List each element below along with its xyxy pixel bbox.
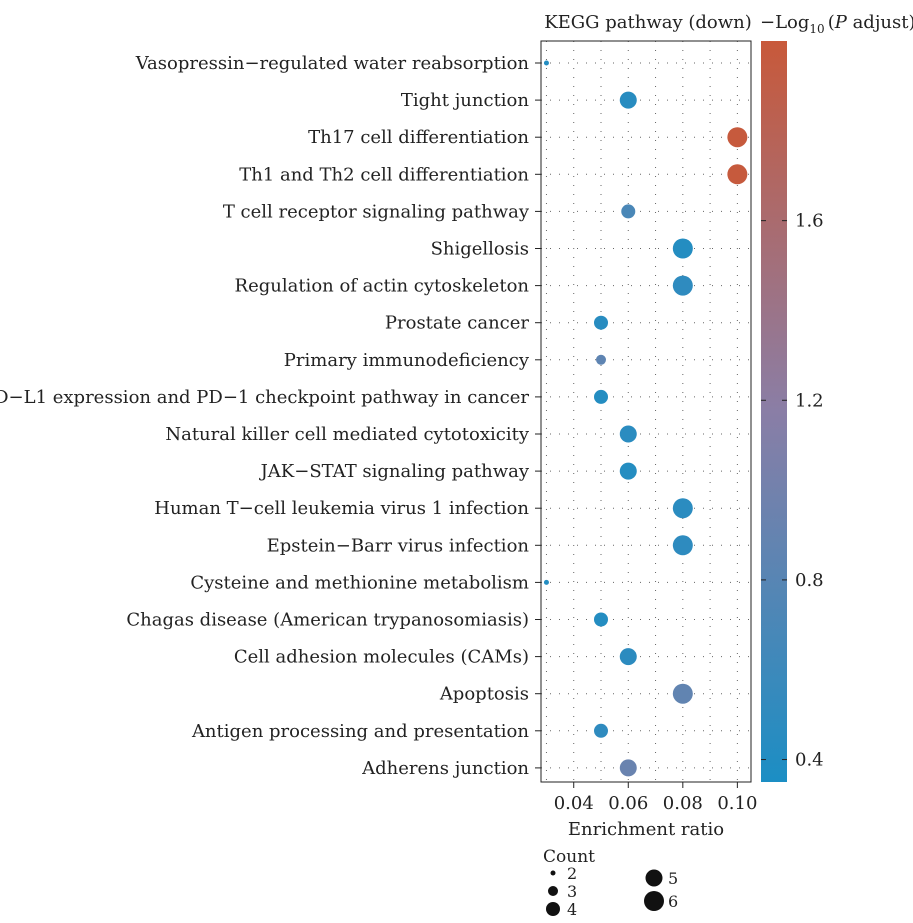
size-legend-label: 2 — [567, 864, 577, 883]
size-legend-label: 5 — [668, 869, 678, 888]
data-point — [727, 127, 748, 148]
colorbar-title: −Log10 (P adjust) — [760, 12, 913, 36]
data-point — [594, 723, 608, 738]
size-legend: Count 234 5 6 — [543, 847, 678, 919]
grid-lines — [541, 41, 751, 782]
category-label: Epstein−Barr virus infection — [267, 535, 530, 556]
colorbar-tick-label: 0.4 — [795, 750, 824, 771]
size-legend-dot — [546, 902, 560, 916]
data-point — [619, 648, 637, 666]
x-tick-label: 0.08 — [663, 793, 703, 814]
x-tick-label: 0.06 — [608, 793, 648, 814]
colorbar: −Log10 (P adjust) 0.4 0.8 1.2 1.6 — [760, 12, 913, 782]
data-point — [619, 759, 637, 777]
size-legend-dot — [644, 891, 664, 911]
colorbar-title-rest: adjust) — [847, 12, 913, 33]
size-legend-dot — [548, 886, 558, 896]
x-axis-title: Enrichment ratio — [568, 819, 724, 840]
data-point — [727, 164, 748, 185]
data-point — [594, 389, 608, 404]
data-point — [596, 354, 606, 365]
category-label: T cell receptor signaling pathway — [223, 201, 530, 222]
chart-title: KEGG pathway (down) — [544, 12, 752, 33]
size-legend-dot — [645, 869, 663, 887]
data-point — [672, 238, 693, 259]
data-point — [594, 315, 608, 330]
category-label: Th17 cell differentiation — [308, 127, 529, 148]
data-point — [672, 498, 693, 519]
colorbar-tick-label: 1.2 — [795, 390, 824, 411]
size-legend-items: 234 5 6 — [546, 864, 678, 919]
data-point — [594, 612, 608, 627]
colorbar-title-subscript: 10 — [809, 22, 824, 36]
x-tick-label: 0.10 — [717, 793, 757, 814]
colorbar-tick-label: 1.6 — [795, 211, 824, 232]
size-legend-label: 6 — [668, 892, 678, 911]
category-label: Cysteine and methionine metabolism — [190, 572, 529, 593]
colorbar-gradient — [761, 41, 787, 782]
category-label: Tight junction — [401, 90, 530, 111]
category-labels: Vasopressin−regulated water reabsorption… — [0, 53, 541, 779]
category-label: Th1 and Th2 cell differentiation — [239, 164, 529, 185]
data-point — [672, 535, 693, 556]
colorbar-ticks: 0.4 0.8 1.2 1.6 — [761, 211, 824, 771]
size-legend-label: 3 — [567, 882, 577, 901]
size-legend-dot — [550, 870, 556, 876]
category-label: Prostate cancer — [385, 313, 530, 334]
category-label: Apoptosis — [439, 684, 529, 705]
colorbar-title-prefix: −Log — [760, 12, 809, 33]
category-label: Human T−cell leukemia virus 1 infection — [154, 498, 529, 519]
category-label: Antigen processing and presentation — [191, 721, 529, 742]
category-label: Vasopressin−regulated water reabsorption — [135, 53, 530, 74]
category-label: Chagas disease (American trypanosomiasis… — [126, 610, 529, 631]
data-point — [672, 275, 693, 296]
size-legend-label: 4 — [567, 900, 577, 919]
data-point — [621, 204, 636, 219]
data-point — [543, 60, 549, 66]
category-label: Primary immunodeficiency — [284, 350, 530, 371]
colorbar-title-open: ( — [828, 12, 835, 33]
x-tick-label: 0.04 — [554, 793, 594, 814]
points-layer — [543, 60, 748, 777]
data-point — [619, 91, 637, 109]
colorbar-tick-label: 0.8 — [795, 570, 824, 591]
category-label: Cell adhesion molecules (CAMs) — [234, 647, 529, 668]
colorbar-title-italic: P — [834, 12, 848, 33]
data-point — [672, 683, 693, 704]
data-point — [619, 425, 637, 443]
category-label: PD−L1 expression and PD−1 checkpoint pat… — [0, 387, 529, 408]
category-label: Natural killer cell mediated cytotoxicit… — [165, 424, 529, 445]
size-legend-title: Count — [543, 847, 595, 867]
x-axis-ticks: 0.04 0.06 0.08 0.10 — [554, 782, 757, 814]
category-label: Shigellosis — [431, 239, 529, 260]
data-point — [543, 579, 549, 585]
plot-frame — [540, 40, 752, 783]
category-label: Adherens junction — [361, 758, 529, 779]
category-label: JAK−STAT signaling pathway — [259, 461, 530, 482]
category-label: Regulation of actin cytoskeleton — [235, 276, 530, 297]
data-point — [619, 462, 637, 480]
